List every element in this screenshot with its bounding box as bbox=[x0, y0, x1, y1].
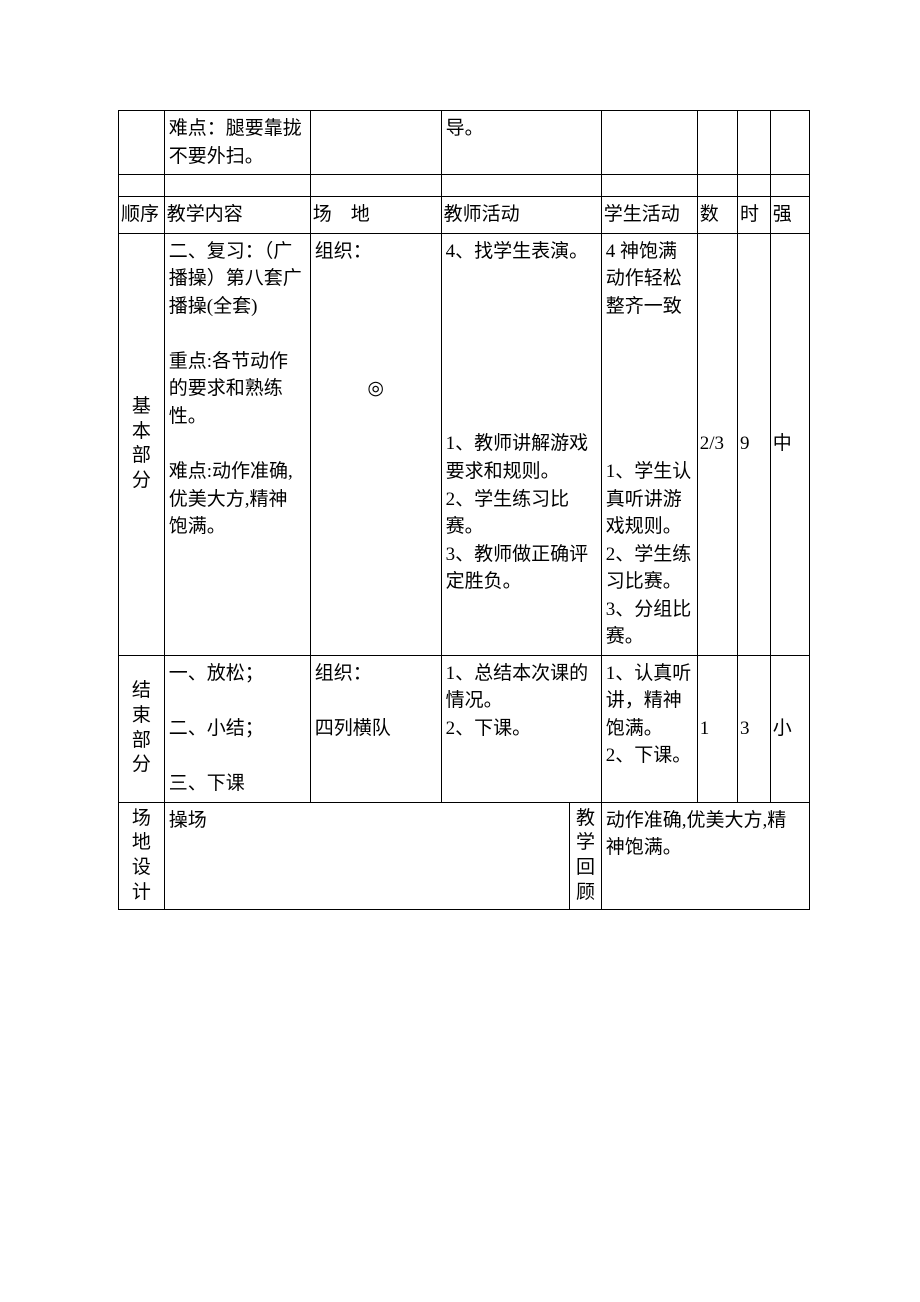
lesson-plan-table: 难点：腿要靠拢不要外扫。 导。 顺序 教学内容 场 地 教师活动 学生活动 数 … bbox=[118, 110, 810, 910]
venue-design-value: 操场 bbox=[164, 802, 569, 910]
col-header: 教师活动 bbox=[441, 197, 601, 234]
review-value: 动作准确,优美大方,精神饱满。 bbox=[601, 802, 809, 910]
teaching-content: 二、复习：（广播操）第八套广播操(全套) 重点:各节动作的要求和熟练性。 难点:… bbox=[164, 233, 310, 655]
venue-design-label: 场 地 设 计 bbox=[119, 802, 165, 910]
table-row bbox=[119, 175, 810, 197]
col-header: 教学内容 bbox=[164, 197, 310, 234]
table-row: 难点：腿要靠拢不要外扫。 导。 bbox=[119, 111, 810, 175]
student-activity: 4 神饱满动作轻松整齐一致 1、学生认真听讲游戏规则。 2、学生练习比赛。 3、… bbox=[601, 233, 697, 655]
venue-cell: 组织： 四列横队 bbox=[310, 655, 441, 802]
section-label: 结 束 部 分 bbox=[119, 655, 165, 802]
table-header-row: 顺序 教学内容 场 地 教师活动 学生活动 数 时 强 bbox=[119, 197, 810, 234]
table-row: 场 地 设 计 操场 教 学 回 顾 动作准确,优美大方,精神饱满。 bbox=[119, 802, 810, 910]
time-cell: 9 bbox=[738, 233, 771, 655]
intensity-cell: 中 bbox=[770, 233, 809, 655]
col-header: 学生活动 bbox=[601, 197, 697, 234]
count-cell: 2/3 bbox=[697, 233, 737, 655]
col-header: 数 bbox=[697, 197, 737, 234]
col-header: 强 bbox=[770, 197, 809, 234]
student-activity: 1、认真听讲，精神饱满。 2、下课。 bbox=[601, 655, 697, 802]
col-header: 时 bbox=[738, 197, 771, 234]
teacher-activity: 1、总结本次课的情况。 2、下课。 bbox=[441, 655, 601, 802]
intensity-cell: 小 bbox=[770, 655, 809, 802]
count-cell: 1 bbox=[697, 655, 737, 802]
cell bbox=[601, 111, 697, 175]
table-row: 基 本 部 分 二、复习：（广播操）第八套广播操(全套) 重点:各节动作的要求和… bbox=[119, 233, 810, 655]
cell: 难点：腿要靠拢不要外扫。 bbox=[164, 111, 310, 175]
table-row: 结 束 部 分 一、放松； 二、小结； 三、下课 组织： 四列横队 1、总结本次… bbox=[119, 655, 810, 802]
cell bbox=[310, 111, 441, 175]
venue-cell: 组织： ◎ bbox=[310, 233, 441, 655]
cell bbox=[697, 111, 737, 175]
cell bbox=[738, 111, 771, 175]
col-header: 顺序 bbox=[119, 197, 165, 234]
col-header: 场 地 bbox=[310, 197, 441, 234]
venue-org: 组织： bbox=[315, 238, 437, 266]
teaching-content: 一、放松； 二、小结； 三、下课 bbox=[164, 655, 310, 802]
section-label: 基 本 部 分 bbox=[119, 233, 165, 655]
venue-symbol: ◎ bbox=[315, 375, 437, 403]
cell: 导。 bbox=[441, 111, 601, 175]
teacher-activity: 4、找学生表演。 1、教师讲解游戏要求和规则。 2、学生练习比赛。 3、教师做正… bbox=[441, 233, 601, 655]
cell bbox=[119, 111, 165, 175]
time-cell: 3 bbox=[738, 655, 771, 802]
cell bbox=[770, 111, 809, 175]
review-label: 教 学 回 顾 bbox=[570, 802, 602, 910]
